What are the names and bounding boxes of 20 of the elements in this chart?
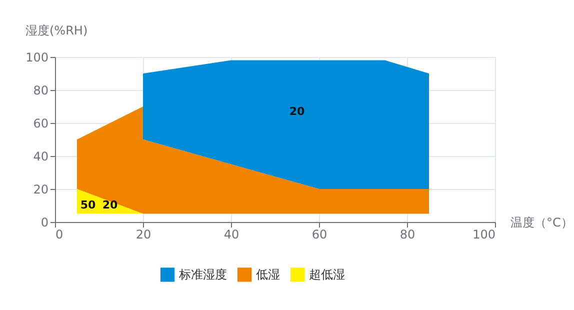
x-tick-label: 100: [472, 228, 496, 242]
x-tick-label: 0: [56, 228, 64, 242]
y-axis-title: 湿度(%RH): [26, 24, 88, 38]
x-tick-label: 40: [224, 228, 240, 242]
y-tick-label: 80: [33, 84, 48, 98]
y-tick-label: 60: [33, 116, 48, 130]
y-tick-label: 100: [26, 50, 48, 64]
x-tick-label: 60: [312, 228, 328, 242]
legend-label: 低湿: [256, 268, 280, 282]
x-tick-label: 20: [136, 228, 152, 242]
legend-label: 标准湿度: [178, 268, 227, 282]
x-tick-label: 80: [400, 228, 416, 242]
legend-label: 超低湿: [309, 268, 345, 282]
y-tick-label: 20: [33, 182, 48, 196]
y-tick-label: 0: [40, 216, 48, 230]
y-tick-label: 40: [33, 150, 48, 164]
annotation: 50: [80, 198, 96, 212]
x-axis-title: 温度（°C）: [510, 216, 573, 230]
annotation: 20: [102, 198, 118, 212]
annotation: 20: [289, 105, 305, 118]
